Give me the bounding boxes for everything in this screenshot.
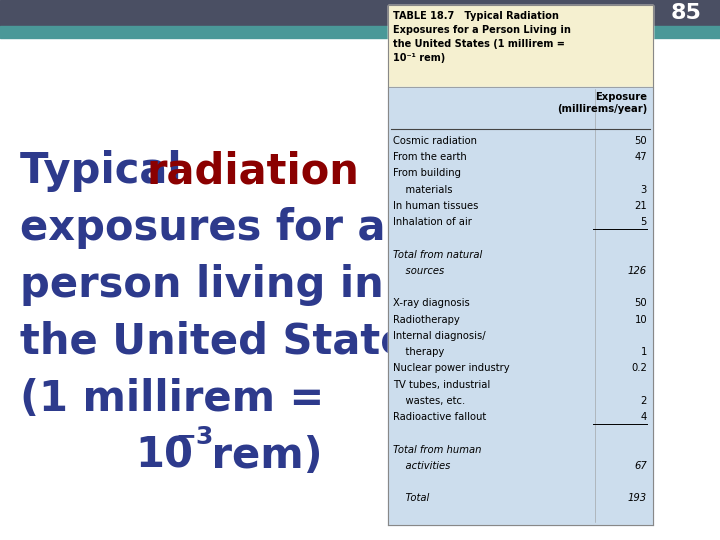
- Text: 67: 67: [634, 461, 647, 471]
- Text: 3: 3: [641, 185, 647, 195]
- Text: Inhalation of air: Inhalation of air: [393, 217, 472, 227]
- Text: Internal diagnosis/: Internal diagnosis/: [393, 331, 485, 341]
- Text: Cosmic radiation: Cosmic radiation: [393, 136, 477, 146]
- Text: (1 millirem =: (1 millirem =: [20, 378, 324, 420]
- Text: activities: activities: [393, 461, 451, 471]
- Text: From the earth: From the earth: [393, 152, 467, 162]
- Text: 193: 193: [628, 494, 647, 503]
- Text: the United States: the United States: [20, 321, 433, 363]
- Bar: [0, 26, 720, 38]
- Text: 10⁻¹ rem): 10⁻¹ rem): [393, 53, 445, 63]
- Text: 0.2: 0.2: [631, 363, 647, 374]
- Text: Radioactive fallout: Radioactive fallout: [393, 412, 486, 422]
- Text: rem): rem): [197, 435, 323, 477]
- Text: In human tissues: In human tissues: [393, 201, 478, 211]
- Text: 85: 85: [670, 3, 701, 23]
- Text: person living in: person living in: [20, 264, 384, 306]
- Bar: [388, 5, 653, 87]
- Text: wastes, etc.: wastes, etc.: [393, 396, 465, 406]
- Text: the United States (1 millirem =: the United States (1 millirem =: [393, 39, 565, 49]
- Text: 2: 2: [641, 396, 647, 406]
- Text: 50: 50: [634, 136, 647, 146]
- Text: Total: Total: [393, 494, 429, 503]
- Text: materials: materials: [393, 185, 452, 195]
- Text: Exposures for a Person Living in: Exposures for a Person Living in: [393, 25, 571, 35]
- Text: −3: −3: [175, 425, 213, 449]
- Text: Total from human: Total from human: [393, 444, 482, 455]
- Bar: [0, 0, 720, 26]
- Text: Nuclear power industry: Nuclear power industry: [393, 363, 510, 374]
- Bar: [655, 40, 710, 43]
- Text: 126: 126: [628, 266, 647, 276]
- Text: 10: 10: [135, 435, 193, 477]
- Text: TABLE 18.7   Typical Radiation: TABLE 18.7 Typical Radiation: [393, 11, 559, 21]
- Text: Radiotherapy: Radiotherapy: [393, 315, 460, 325]
- Bar: [388, 87, 653, 525]
- Bar: [388, 5, 653, 525]
- Text: X-ray diagnosis: X-ray diagnosis: [393, 299, 469, 308]
- Text: exposures for a: exposures for a: [20, 207, 385, 249]
- Text: 10: 10: [634, 315, 647, 325]
- Text: therapy: therapy: [393, 347, 444, 357]
- Text: 50: 50: [634, 299, 647, 308]
- Text: TV tubes, industrial: TV tubes, industrial: [393, 380, 490, 390]
- Text: Total from natural: Total from natural: [393, 249, 482, 260]
- Text: Exposure
(millirems/year): Exposure (millirems/year): [557, 92, 647, 114]
- Text: 47: 47: [634, 152, 647, 162]
- Text: 5: 5: [641, 217, 647, 227]
- Text: Typical: Typical: [20, 150, 196, 192]
- Text: 1: 1: [641, 347, 647, 357]
- Text: From building: From building: [393, 168, 461, 178]
- Text: 21: 21: [634, 201, 647, 211]
- Text: radiation: radiation: [147, 150, 360, 192]
- Text: 4: 4: [641, 412, 647, 422]
- Text: sources: sources: [393, 266, 444, 276]
